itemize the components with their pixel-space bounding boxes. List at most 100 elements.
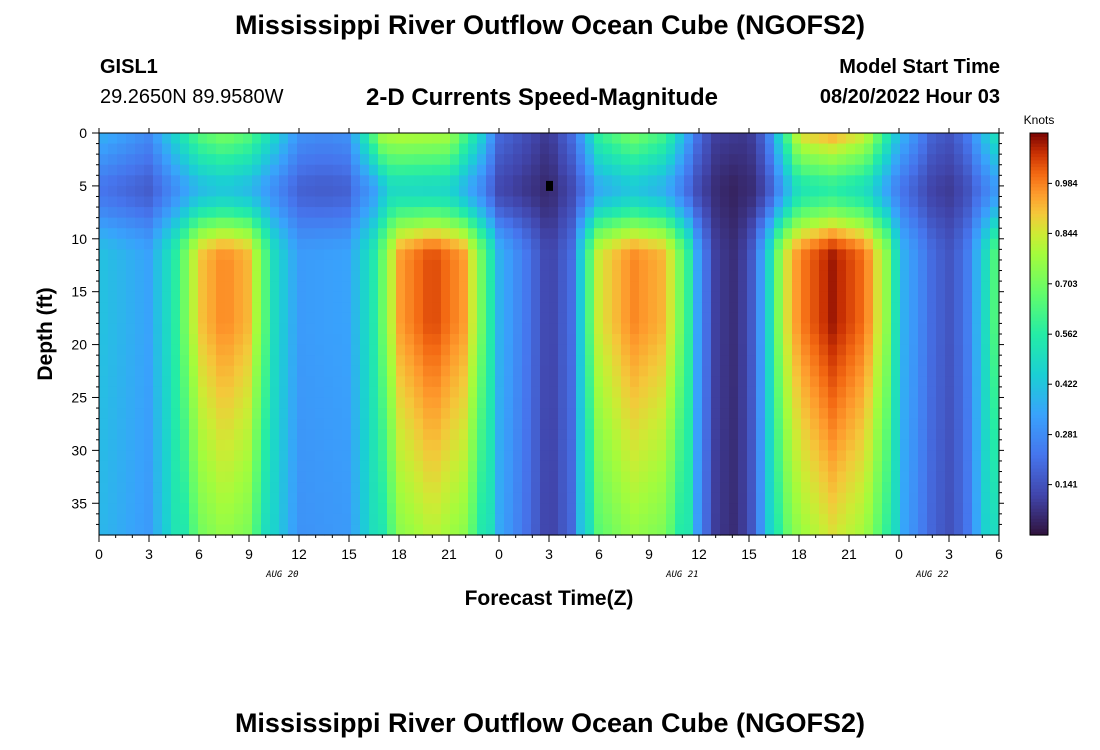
heatmap-cell — [270, 281, 280, 293]
heatmap-cell — [567, 323, 577, 335]
heatmap-cell — [747, 355, 757, 367]
heatmap-cell — [252, 386, 262, 399]
heatmap-cell — [738, 355, 748, 367]
heatmap-cell — [693, 323, 703, 335]
heatmap-cell — [963, 196, 973, 208]
heatmap-cell — [936, 482, 946, 494]
heatmap-cell — [333, 175, 343, 187]
heatmap-cell — [738, 259, 748, 272]
heatmap-cell — [333, 185, 343, 198]
heatmap-cell — [657, 408, 667, 420]
colorbar-segment — [1030, 387, 1048, 392]
heatmap-cell — [549, 196, 559, 208]
heatmap-cell — [702, 312, 712, 325]
heatmap-cell — [468, 513, 478, 526]
heatmap-cell — [297, 450, 307, 462]
heatmap-cell — [855, 418, 865, 430]
heatmap-cell — [864, 270, 874, 282]
heatmap-cell — [576, 418, 586, 430]
heatmap-cell — [459, 164, 469, 176]
heatmap-cell — [666, 334, 676, 346]
heatmap-cell — [819, 291, 829, 303]
heatmap-cell — [981, 154, 991, 166]
heatmap-cell — [648, 524, 658, 536]
heatmap-cell — [846, 228, 856, 240]
heatmap-cell — [459, 429, 469, 441]
heatmap-cell — [288, 259, 298, 272]
heatmap-cell — [432, 185, 442, 198]
heatmap-cell — [180, 450, 190, 462]
heatmap-cell — [909, 259, 919, 272]
heatmap-cell — [369, 323, 379, 335]
heatmap-cell — [396, 397, 406, 409]
heatmap-cell — [693, 429, 703, 441]
heatmap-cell — [342, 429, 352, 441]
heatmap-cell — [945, 291, 955, 303]
heatmap-cell — [972, 228, 982, 240]
heatmap-cell — [900, 355, 910, 367]
heatmap-cell — [828, 355, 838, 367]
heatmap-cell — [225, 503, 235, 515]
heatmap-cell — [729, 460, 739, 473]
heatmap-cell — [216, 270, 226, 282]
heatmap-cell — [621, 334, 631, 346]
heatmap-cell — [513, 196, 523, 208]
heatmap-cell — [990, 259, 1000, 272]
heatmap-cell — [585, 228, 595, 240]
heatmap-cell — [234, 482, 244, 494]
heatmap-cell — [288, 302, 298, 314]
heatmap-cell — [306, 238, 316, 250]
heatmap-cell — [981, 376, 991, 388]
heatmap-cell — [180, 196, 190, 208]
heatmap-cell — [450, 365, 460, 377]
heatmap-cell — [270, 154, 280, 166]
heatmap-cell — [468, 460, 478, 473]
heatmap-cell — [351, 133, 361, 145]
heatmap-cell — [198, 355, 208, 367]
heatmap-cell — [684, 175, 694, 187]
heatmap-cell — [351, 207, 361, 219]
heatmap-cell — [333, 429, 343, 441]
heatmap-cell — [891, 270, 901, 282]
heatmap-cell — [234, 408, 244, 420]
heatmap-cell — [441, 323, 451, 335]
heatmap-cell — [477, 270, 487, 282]
heatmap-cell — [99, 164, 109, 176]
heatmap-cell — [846, 334, 856, 346]
heatmap-cell — [180, 207, 190, 219]
heatmap-cell — [918, 450, 928, 462]
heatmap-cell — [477, 450, 487, 462]
heatmap-cell — [585, 365, 595, 377]
heatmap-cell — [837, 207, 847, 219]
heatmap-cell — [783, 386, 793, 399]
heatmap-cell — [297, 334, 307, 346]
heatmap-cell — [801, 376, 811, 388]
heatmap-cell — [351, 238, 361, 250]
heatmap-cell — [945, 365, 955, 377]
heatmap-cell — [153, 397, 163, 409]
heatmap-cell — [117, 376, 127, 388]
heatmap-cell — [198, 492, 208, 504]
heatmap-cell — [738, 238, 748, 250]
heatmap-cell — [558, 450, 568, 462]
heatmap-cell — [954, 365, 964, 377]
heatmap-cell — [495, 439, 505, 451]
heatmap-cell — [351, 143, 361, 155]
heatmap-cell — [819, 408, 829, 420]
heatmap-cell — [153, 281, 163, 293]
heatmap-cells — [99, 133, 1000, 536]
heatmap-cell — [261, 503, 271, 515]
heatmap-cell — [684, 238, 694, 250]
heatmap-cell — [135, 513, 145, 526]
heatmap-cell — [369, 154, 379, 166]
heatmap-cell — [522, 291, 532, 303]
heatmap-cell — [756, 429, 766, 441]
heatmap-cell — [522, 397, 532, 409]
heatmap-cell — [234, 471, 244, 483]
heatmap-cell — [306, 429, 316, 441]
heatmap-cell — [567, 291, 577, 303]
heatmap-cell — [378, 418, 388, 430]
heatmap-cell — [900, 164, 910, 176]
heatmap-cell — [522, 259, 532, 272]
